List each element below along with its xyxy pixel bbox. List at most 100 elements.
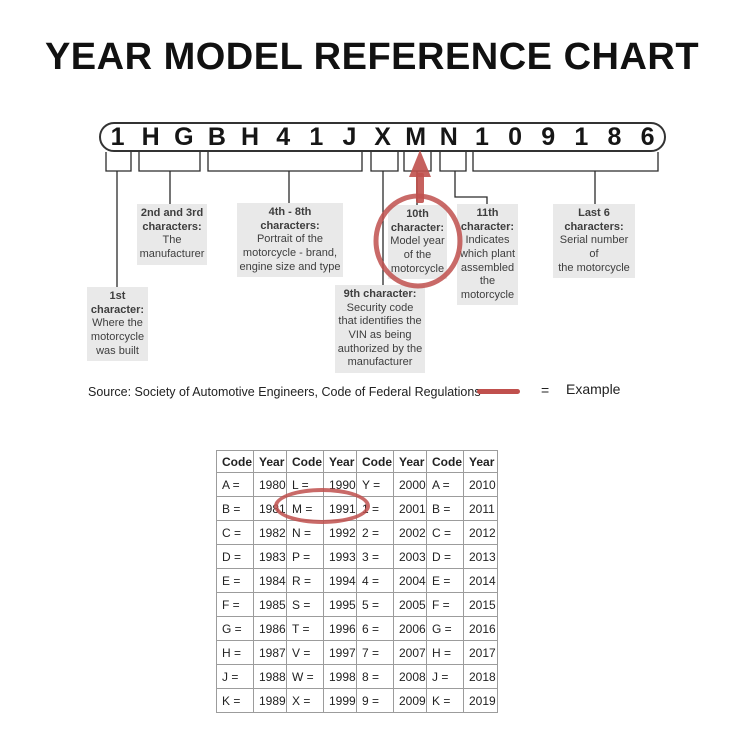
table-cell: 2018 <box>463 664 498 689</box>
table-cell: R = <box>286 568 324 593</box>
callout-body: Serial number of the motorcycle <box>558 234 630 274</box>
vin-character: 1 <box>309 123 324 151</box>
legend-example-label: Example <box>566 381 621 397</box>
year-table-header-cell: Year <box>323 450 357 473</box>
table-cell: B = <box>426 496 464 521</box>
table-cell: 8 = <box>356 664 394 689</box>
table-cell: 1989 <box>253 688 287 713</box>
table-cell: 1992 <box>323 520 357 545</box>
table-cell: A = <box>216 472 254 497</box>
vin-character: H <box>141 123 160 151</box>
callout-body: Where the motorcycle was built <box>90 317 145 357</box>
callout-heading: 1st character: <box>90 290 145 316</box>
callout-last-6-characters: Last 6 characters: Serial number of the … <box>553 204 635 279</box>
callout-9th-character: 9th character: Security code that identi… <box>335 285 425 373</box>
vin-character: N <box>439 123 458 151</box>
vin-character: 6 <box>640 123 655 151</box>
table-cell: C = <box>216 520 254 545</box>
table-cell: 3 = <box>356 544 394 569</box>
table-cell: D = <box>426 544 464 569</box>
table-row: F = 1985 S = 1995 5 = 2005 F = 2015 <box>216 592 498 617</box>
callout-body: Security code that identifies the VIN as… <box>337 301 423 369</box>
table-cell: B = <box>216 496 254 521</box>
table-row: J = 1988 W = 1998 8 = 2008 J = 2018 <box>216 664 498 689</box>
table-cell: P = <box>286 544 324 569</box>
table-cell: 2004 <box>393 568 427 593</box>
table-cell: 1986 <box>253 616 287 641</box>
year-table-body: A = 1980 L = 1990 Y = 2000 A = 2010 B = 1981 M = 19… <box>216 472 498 713</box>
table-cell: 2005 <box>393 592 427 617</box>
vin-character: 1 <box>110 123 125 151</box>
callout-body: Model year of the motorcycle <box>390 235 445 275</box>
table-cell: 1996 <box>323 616 357 641</box>
legend-equals-sign: = <box>541 382 550 398</box>
table-cell: 2015 <box>463 592 498 617</box>
year-table-header-cell: Year <box>393 450 427 473</box>
vin-character: G <box>174 123 194 151</box>
table-cell: 1985 <box>253 592 287 617</box>
vin-character: 1 <box>574 123 589 151</box>
callout-11th-character: 11th character: Indicates which plant as… <box>457 204 518 306</box>
table-cell: G = <box>426 616 464 641</box>
table-cell: 5 = <box>356 592 394 617</box>
table-cell: 1981 <box>253 496 287 521</box>
table-cell: V = <box>286 640 324 665</box>
vin-character: 9 <box>541 123 556 151</box>
table-cell: H = <box>216 640 254 665</box>
callout-heading: 4th - 8th characters: <box>260 206 320 232</box>
table-cell: 1982 <box>253 520 287 545</box>
callout-body: Indicates which plant assembled the moto… <box>459 234 516 301</box>
table-cell: 9 = <box>356 688 394 713</box>
table-cell: 2008 <box>393 664 427 689</box>
table-cell: K = <box>426 688 464 713</box>
table-cell: 2010 <box>463 472 498 497</box>
vin-character: 1 <box>474 123 489 151</box>
year-table-header-cell: Code <box>356 450 394 473</box>
year-table-header-cell: Year <box>253 450 287 473</box>
table-cell: 2017 <box>463 640 498 665</box>
table-cell: 2016 <box>463 616 498 641</box>
vin-character: 8 <box>607 123 622 151</box>
table-cell: W = <box>286 664 324 689</box>
table-cell: 2014 <box>463 568 498 593</box>
table-cell: 2007 <box>393 640 427 665</box>
table-cell: Y = <box>356 472 394 497</box>
table-cell: X = <box>286 688 324 713</box>
table-cell: E = <box>216 568 254 593</box>
table-row: A = 1980 L = 1990 Y = 2000 A = 2010 <box>216 472 498 497</box>
table-cell: 1988 <box>253 664 287 689</box>
table-cell: 2006 <box>393 616 427 641</box>
table-cell: 1984 <box>253 568 287 593</box>
vin-character: J <box>342 123 357 151</box>
table-cell: 2019 <box>463 688 498 713</box>
table-cell: K = <box>216 688 254 713</box>
callout-heading: 2nd and 3rd characters: <box>140 207 204 233</box>
table-cell: H = <box>426 640 464 665</box>
table-cell: 1995 <box>323 592 357 617</box>
callout-heading: 10th character: <box>390 208 445 234</box>
table-row: D = 1983 P = 1993 3 = 2003 D = 2013 <box>216 544 498 569</box>
table-row: E = 1984 R = 1994 4 = 2004 E = 2014 <box>216 568 498 593</box>
table-cell: J = <box>426 664 464 689</box>
table-row: C = 1982 N = 1992 2 = 2002 C = 2012 <box>216 520 498 545</box>
callout-heading: 11th character: <box>460 207 515 233</box>
callout-1st-character: 1st character: Where the motorcycle was … <box>87 287 148 362</box>
table-cell: A = <box>426 472 464 497</box>
table-cell: C = <box>426 520 464 545</box>
source-attribution: Source: Society of Automotive Engineers,… <box>88 385 481 399</box>
year-table-header-cell: Code <box>286 450 324 473</box>
table-cell: 7 = <box>356 640 394 665</box>
example-arrow-icon <box>409 150 431 203</box>
table-cell: 2 = <box>356 520 394 545</box>
table-cell: 1993 <box>323 544 357 569</box>
vin-character: B <box>207 123 226 151</box>
callout-body: Portrait of the motorcycle - brand, engi… <box>239 233 341 273</box>
table-row: G = 1986 T = 1996 6 = 2006 G = 2016 <box>216 616 498 641</box>
callout-10th-character: 10th character: Model year of the motorc… <box>388 205 447 280</box>
table-cell: F = <box>216 592 254 617</box>
table-cell: M = <box>286 496 324 521</box>
table-cell: D = <box>216 544 254 569</box>
table-cell: 1990 <box>323 472 357 497</box>
vin-character: 4 <box>276 123 291 151</box>
